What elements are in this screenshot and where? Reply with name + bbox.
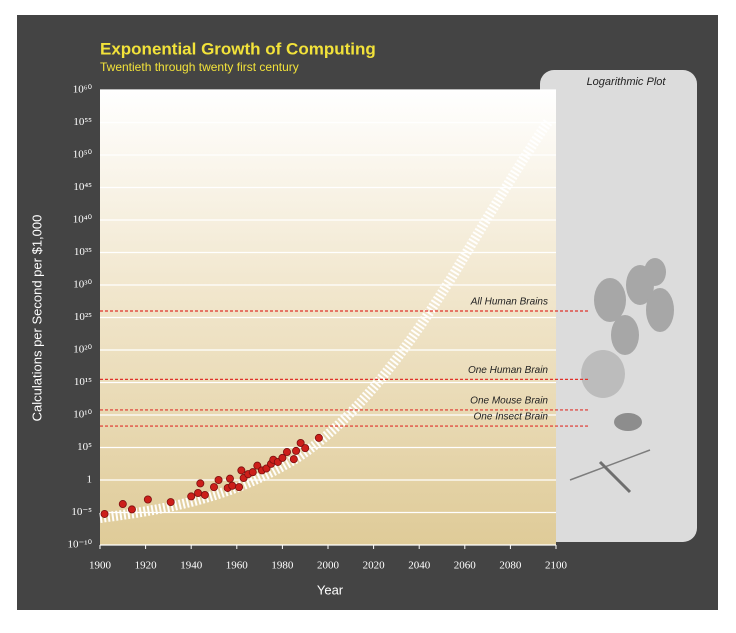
data-point <box>127 505 136 514</box>
data-point <box>166 498 175 507</box>
y-tick-label: 10⁵⁵ <box>73 116 92 128</box>
data-point <box>214 475 223 484</box>
data-point <box>196 479 205 488</box>
reference-label: One Human Brain <box>468 365 548 376</box>
data-point <box>237 466 246 475</box>
panel-title: Logarithmic Plot <box>587 76 667 88</box>
y-tick-label: 10⁵⁰ <box>73 149 93 161</box>
x-tick-label: 1960 <box>226 560 249 572</box>
data-point <box>289 455 298 464</box>
illustrations <box>569 258 674 494</box>
y-tick-label: 1 <box>87 474 93 486</box>
y-tick-label: 10³⁵ <box>74 246 92 258</box>
data-point <box>118 500 127 509</box>
y-tick-label: 10⁵ <box>77 441 92 453</box>
chart-title: Exponential Growth of Computing <box>100 39 376 58</box>
data-point <box>209 483 218 492</box>
y-axis-title: Calculations per Second per $1,000 <box>29 215 44 422</box>
y-tick-label: 10⁴⁵ <box>73 181 92 193</box>
y-tick-label: 10¹⁵ <box>74 376 92 388</box>
data-point <box>228 481 237 490</box>
y-tick-label: 10³⁰ <box>73 279 92 291</box>
data-point <box>296 438 305 447</box>
x-tick-label: 1920 <box>135 560 158 572</box>
y-tick-label: 10²⁵ <box>74 311 92 323</box>
data-point <box>253 461 262 470</box>
data-point <box>194 488 203 497</box>
x-tick-label: 2040 <box>408 560 431 572</box>
data-point <box>143 495 152 504</box>
reference-label: One Insect Brain <box>474 412 549 423</box>
data-point <box>278 453 287 462</box>
data-point <box>200 490 209 499</box>
data-point <box>314 433 323 442</box>
data-point <box>292 446 301 455</box>
data-point <box>282 448 291 457</box>
y-tick-label: 10⁴⁰ <box>73 214 93 226</box>
data-point <box>187 492 196 501</box>
y-tick-label: 10¹⁰ <box>73 409 92 421</box>
x-tick-label: 1900 <box>89 560 112 572</box>
x-tick-label: 1980 <box>271 560 294 572</box>
y-tick-label: 10⁶⁰ <box>73 84 93 96</box>
data-point <box>301 444 310 453</box>
data-point <box>225 474 234 483</box>
x-axis-title: Year <box>317 582 344 597</box>
y-tick-label: 10⁻⁵ <box>71 506 92 518</box>
x-tick-label: 2080 <box>499 560 522 572</box>
trend-band <box>99 119 553 523</box>
reference-label: All Human Brains <box>470 297 548 308</box>
x-tick-label: 2020 <box>363 560 386 572</box>
x-tick-label: 2100 <box>545 560 568 572</box>
data-point <box>248 468 257 477</box>
data-point <box>235 483 244 492</box>
data-point <box>100 509 109 518</box>
chart-subtitle: Twentieth through twenty first century <box>100 60 299 74</box>
x-tick-label: 2060 <box>454 560 477 572</box>
x-tick-label: 2000 <box>317 560 340 572</box>
reference-label: One Mouse Brain <box>470 396 548 407</box>
y-tick-label: 10⁻¹⁰ <box>67 539 92 551</box>
x-tick-label: 1940 <box>180 560 203 572</box>
y-tick-label: 10²⁰ <box>73 344 92 356</box>
